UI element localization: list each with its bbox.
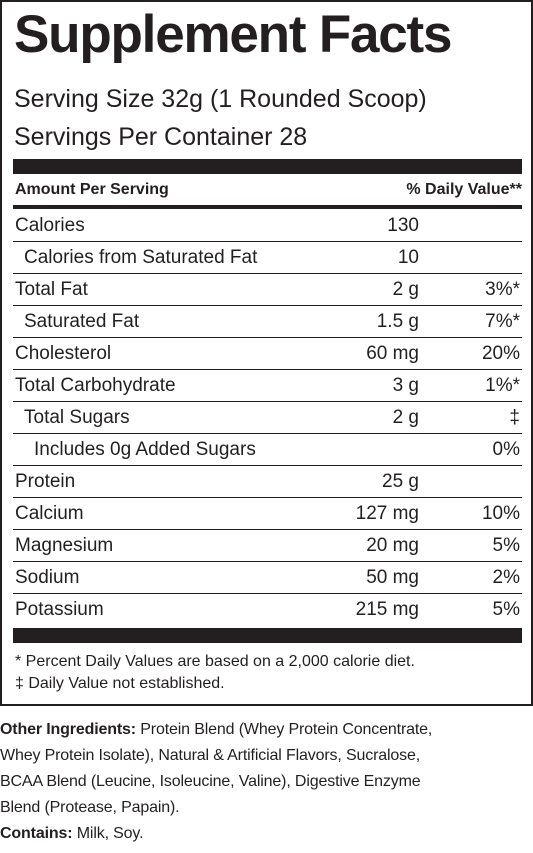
- ingredients-line: Whey Protein Isolate), Natural & Artific…: [0, 747, 421, 764]
- label-title: Supplement Facts: [14, 5, 452, 64]
- nutrient-amount: 60 mg: [366, 343, 419, 364]
- nutrient-daily-value: 7%*: [485, 311, 520, 332]
- supplement-facts-panel: Supplement Facts Serving Size 32g (1 Rou…: [0, 0, 533, 706]
- ingredients-text: Protein Blend (Whey Protein Concentrate,: [135, 721, 433, 738]
- nutrient-name: Protein: [15, 471, 76, 492]
- nutrient-amount: 2 g: [392, 279, 419, 300]
- nutrient-row: Protein 25 g: [13, 466, 522, 498]
- nutrient-row: Total Fat 2 g 3%*: [13, 274, 522, 306]
- footnote-daily-values: * Percent Daily Values are based on a 2,…: [15, 653, 415, 670]
- nutrient-row: Magnesium 20 mg 5%: [13, 530, 522, 562]
- nutrient-name: Calories: [15, 215, 85, 236]
- nutrient-daily-value: 10%: [481, 503, 520, 524]
- servings-per-container: Servings Per Container 28: [14, 123, 308, 151]
- nutrient-name: Potassium: [15, 599, 104, 620]
- nutrient-row: Saturated Fat 1.5 g 7%*: [13, 306, 522, 338]
- nutrient-daily-value: 20%: [481, 343, 520, 364]
- nutrient-name: Includes 0g Added Sugars: [34, 439, 256, 460]
- footnote-not-established: ‡ Daily Value not established.: [15, 675, 225, 692]
- bottom-thick-rule: [13, 628, 522, 643]
- nutrient-name: Sodium: [15, 567, 80, 588]
- nutrient-row: Calcium 127 mg 10%: [13, 498, 522, 530]
- nutrient-name: Calories from Saturated Fat: [24, 247, 258, 268]
- nutrient-row: Sodium 50 mg 2%: [13, 562, 522, 594]
- nutrient-name: Magnesium: [15, 535, 114, 556]
- other-ingredients-label: Other Ingredients:: [0, 721, 136, 738]
- nutrient-daily-value: 5%: [492, 599, 520, 620]
- nutrient-daily-value: 3%*: [485, 279, 520, 300]
- contains-value: Milk, Soy.: [72, 825, 144, 842]
- nutrient-row: Calories from Saturated Fat 10: [13, 242, 522, 274]
- nutrient-amount: 3 g: [392, 375, 419, 396]
- nutrient-amount: 50 mg: [366, 567, 419, 588]
- nutrient-amount: 1.5 g: [376, 311, 419, 332]
- nutrient-daily-value: 5%: [492, 535, 520, 556]
- nutrient-daily-value: 1%*: [485, 375, 520, 396]
- amount-header: Amount Per Serving % Daily Value**: [13, 174, 522, 209]
- amount-per-serving-heading: Amount Per Serving: [15, 181, 169, 198]
- nutrient-table: Calories 130 Calories from Saturated Fat 10…: [13, 210, 522, 626]
- nutrient-amount: 130: [387, 215, 419, 236]
- nutrient-row: Cholesterol 60 mg 20%: [13, 338, 522, 370]
- serving-size: Serving Size 32g (1 Rounded Scoop): [14, 85, 427, 113]
- nutrient-amount: 20 mg: [366, 535, 419, 556]
- nutrient-name: Saturated Fat: [24, 311, 140, 332]
- top-thick-rule: [13, 159, 522, 174]
- nutrient-row: Total Sugars 2 g ‡: [13, 402, 522, 434]
- nutrient-row: Potassium 215 mg 5%: [13, 594, 522, 626]
- nutrient-amount: 25 g: [382, 471, 419, 492]
- nutrient-name: Total Fat: [15, 279, 88, 300]
- ingredients-line: Other Ingredients: Protein Blend (Whey P…: [0, 717, 533, 743]
- nutrient-name: Total Carbohydrate: [15, 375, 176, 396]
- nutrient-daily-value: 0%: [492, 439, 520, 460]
- contains-label: Contains:: [0, 825, 73, 842]
- nutrient-name: Total Sugars: [24, 407, 130, 428]
- nutrient-amount: 215 mg: [355, 599, 419, 620]
- nutrient-name: Cholesterol: [15, 343, 112, 364]
- nutrient-daily-value: 2%: [492, 567, 520, 588]
- nutrient-name: Calcium: [15, 503, 84, 524]
- ingredients-section: Other Ingredients: Protein Blend (Whey P…: [0, 717, 533, 847]
- nutrient-daily-value: ‡: [509, 407, 520, 428]
- nutrient-row: Calories 130: [13, 210, 522, 242]
- nutrient-row: Total Carbohydrate 3 g 1%*: [13, 370, 522, 402]
- ingredients-line: Blend (Protease, Papain).: [0, 799, 180, 816]
- nutrient-amount: 127 mg: [355, 503, 419, 524]
- nutrient-row: Includes 0g Added Sugars 0%: [13, 434, 522, 466]
- nutrient-amount: 10: [397, 247, 419, 268]
- contains-line: Contains: Milk, Soy.: [0, 821, 533, 847]
- nutrient-amount: 2 g: [392, 407, 419, 428]
- daily-value-heading: % Daily Value**: [406, 181, 522, 198]
- ingredients-line: BCAA Blend (Leucine, Isoleucine, Valine)…: [0, 773, 421, 790]
